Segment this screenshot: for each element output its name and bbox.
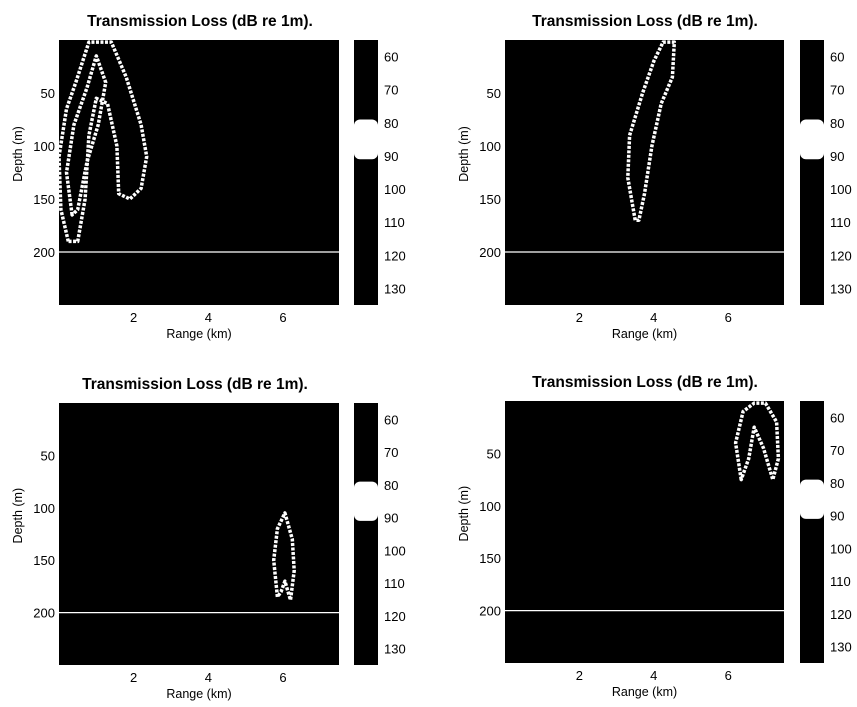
colorbar-tick-label: 80 [384, 478, 398, 493]
colorbar-tick-label: 130 [384, 281, 406, 296]
colorbar-tick-label: 130 [830, 640, 852, 655]
y-tick-label: 50 [41, 86, 55, 101]
y-tick-label: 100 [479, 499, 501, 514]
x-tick-label: 6 [725, 310, 732, 325]
colorbar-tick-label: 60 [384, 50, 398, 65]
colorbar-tick-label: 70 [384, 83, 398, 98]
y-axis-label: Depth (m) [457, 126, 471, 182]
tl-panel-2: Transmission Loss (dB re 1m). 2 4 6 50 100 150… [457, 13, 852, 341]
colorbar-body [354, 40, 378, 305]
panel-title: Transmission Loss (dB re 1m). [532, 374, 758, 391]
x-axis-label: Range (km) [166, 687, 231, 701]
x-tick-label: 2 [576, 668, 583, 683]
x-tick-label: 4 [205, 670, 212, 685]
colorbar-tick-label: 110 [830, 215, 851, 230]
y-tick-label: 50 [487, 86, 501, 101]
y-axis-label: Depth (m) [11, 488, 25, 544]
tl-panel-3: Transmission Loss (dB re 1m). 2 4 6 50 100 150… [11, 376, 406, 701]
colorbar-tick-label: 90 [830, 509, 844, 524]
colorbar-body [800, 40, 824, 305]
y-tick-label: 100 [479, 139, 501, 154]
x-axis-label: Range (km) [612, 327, 677, 341]
colorbar-tick-label: 100 [830, 182, 852, 197]
y-tick-label: 50 [41, 448, 55, 463]
x-tick-label: 6 [725, 668, 732, 683]
colorbar-tick-label: 90 [830, 149, 844, 164]
loss-contour-1 [57, 40, 149, 244]
colorbar-tick-label: 100 [384, 182, 406, 197]
colorbar-tick-label: 120 [384, 609, 406, 624]
y-tick-label: 100 [33, 501, 55, 516]
colorbar-tick-label: 70 [830, 443, 844, 458]
loss-contour-2 [64, 54, 108, 217]
x-tick-label: 4 [650, 668, 657, 683]
plot-area [505, 40, 784, 305]
colorbar-body [800, 401, 824, 663]
x-axis-label: Range (km) [612, 685, 677, 699]
colorbar-tick-label: 110 [830, 574, 851, 589]
colorbar-tick-label: 80 [384, 116, 398, 131]
x-tick-label: 6 [279, 310, 286, 325]
colorbar: 60 70 80 90 100 110 120 130 [800, 401, 852, 663]
colorbar-bright-band [800, 119, 824, 160]
colorbar-bright-band [800, 479, 824, 519]
x-axis-label: Range (km) [166, 327, 231, 341]
colorbar-tick-label: 130 [384, 642, 406, 657]
colorbar-tick-label: 120 [830, 607, 852, 622]
colorbar: 60 70 80 90 100 110 120 130 [800, 40, 852, 305]
y-tick-label: 150 [479, 192, 501, 207]
colorbar-tick-label: 60 [830, 50, 844, 65]
x-tick-label: 2 [130, 670, 137, 685]
plot-area [59, 40, 339, 305]
colorbar-tick-label: 130 [830, 281, 852, 296]
colorbar-tick-label: 60 [384, 412, 398, 427]
colorbar-tick-label: 100 [384, 543, 406, 558]
colorbar-tick-label: 60 [830, 410, 844, 425]
panel-title: Transmission Loss (dB re 1m). [532, 13, 758, 30]
loss-contour-1 [733, 401, 781, 482]
colorbar-tick-label: 110 [384, 576, 405, 591]
y-tick-label: 150 [479, 551, 501, 566]
x-tick-label: 4 [205, 310, 212, 325]
colorbar-tick-label: 120 [384, 248, 406, 263]
colorbar-bright-band [354, 119, 378, 160]
panel-title: Transmission Loss (dB re 1m). [82, 376, 308, 393]
colorbar-tick-label: 80 [830, 476, 844, 491]
loss-contour-1 [271, 511, 296, 602]
colorbar-tick-label: 110 [384, 215, 405, 230]
tl-panel-1: Transmission Loss (dB re 1m). 2 4 6 50 100 150… [11, 13, 406, 341]
y-axis-label: Depth (m) [457, 486, 471, 542]
x-tick-label: 4 [650, 310, 657, 325]
y-axis-label: Depth (m) [11, 126, 25, 182]
colorbar-tick-label: 70 [384, 445, 398, 460]
y-tick-label: 50 [487, 446, 501, 461]
y-tick-label: 150 [33, 192, 55, 207]
x-tick-label: 6 [279, 670, 286, 685]
tl-panel-4: Transmission Loss (dB re 1m). 2 4 6 50 100 150… [457, 374, 852, 699]
y-tick-label: 200 [33, 606, 55, 621]
x-tick-label: 2 [576, 310, 583, 325]
colorbar-tick-label: 90 [384, 511, 398, 526]
y-tick-label: 200 [33, 245, 55, 260]
loss-contour-1 [626, 40, 677, 222]
colorbar-tick-label: 90 [384, 149, 398, 164]
colorbar-tick-label: 80 [830, 116, 844, 131]
y-tick-label: 200 [479, 604, 501, 619]
colorbar-body [354, 403, 378, 665]
y-tick-label: 200 [479, 245, 501, 260]
colorbar-bright-band [354, 481, 378, 521]
y-tick-label: 100 [33, 139, 55, 154]
x-tick-label: 2 [130, 310, 137, 325]
panel-title: Transmission Loss (dB re 1m). [87, 13, 313, 30]
colorbar: 60 70 80 90 100 110 120 130 [354, 403, 406, 665]
plot-area [505, 401, 784, 663]
colorbar-tick-label: 120 [830, 248, 852, 263]
plot-area [59, 403, 339, 665]
y-tick-label: 150 [33, 553, 55, 568]
colorbar-tick-label: 70 [830, 83, 844, 98]
colorbar-tick-label: 100 [830, 541, 852, 556]
colorbar: 60 70 80 90 100 110 120 130 [354, 40, 406, 305]
